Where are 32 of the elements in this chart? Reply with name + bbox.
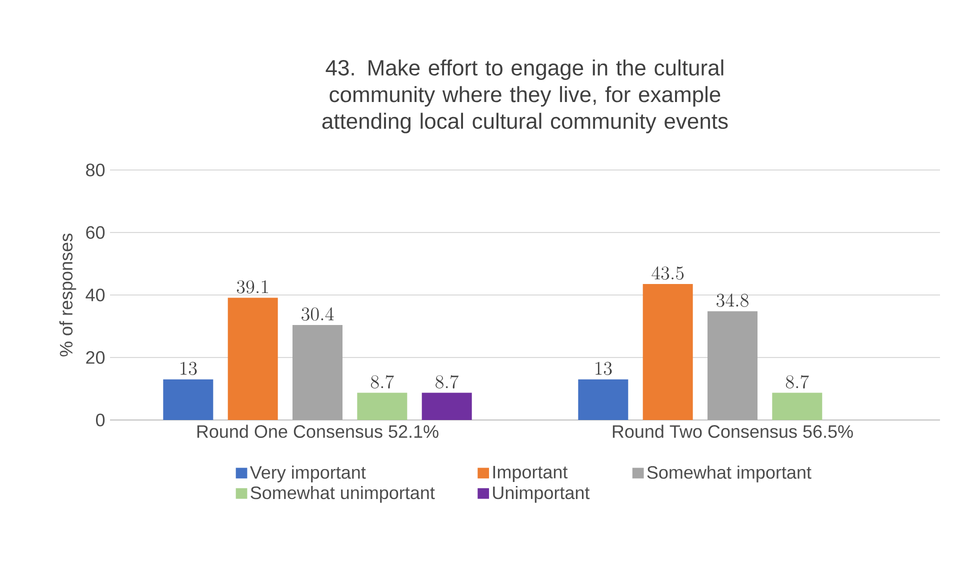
bar bbox=[708, 311, 758, 420]
data-label: 8.7 bbox=[370, 375, 394, 388]
chart-title: 43. Make effort to engage in the cultural community where they live, for example attending local cultural community events bbox=[322, 59, 728, 134]
bar bbox=[772, 392, 822, 420]
bar bbox=[357, 392, 408, 420]
legend-label: Somewhat unimportant bbox=[250, 486, 435, 503]
bar bbox=[163, 379, 214, 420]
data-label: 43.5 bbox=[652, 266, 684, 280]
data-label: 8.7 bbox=[786, 375, 809, 388]
bar bbox=[228, 298, 278, 420]
y-axis-title: % of responses bbox=[59, 234, 76, 356]
data-label: 34.8 bbox=[716, 294, 748, 307]
legend-label: Very important bbox=[250, 466, 366, 482]
x-tick-label: Round Two Consensus 56.5% bbox=[612, 424, 853, 438]
y-tick-label: 20 bbox=[86, 351, 105, 364]
x-tick-label: Round One Consensus 52.1% bbox=[197, 424, 438, 438]
data-label: 30.4 bbox=[302, 307, 334, 321]
data-label: 13 bbox=[596, 362, 612, 376]
bar bbox=[642, 284, 693, 420]
legend-label: Unimportant bbox=[493, 486, 590, 503]
y-tick-label: 60 bbox=[86, 226, 105, 239]
y-tick-label: 0 bbox=[96, 414, 105, 426]
data-label: 13 bbox=[180, 362, 197, 376]
legend-label: Somewhat important bbox=[647, 466, 812, 482]
y-tick-label: 80 bbox=[86, 164, 105, 176]
bar bbox=[578, 379, 628, 420]
y-tick-label: 40 bbox=[86, 288, 105, 302]
bar bbox=[292, 324, 343, 420]
bar bbox=[422, 392, 472, 420]
data-label: 39. 1 bbox=[236, 280, 268, 294]
legend-label: Important bbox=[493, 466, 568, 482]
data-label: 8.7 bbox=[436, 375, 459, 388]
